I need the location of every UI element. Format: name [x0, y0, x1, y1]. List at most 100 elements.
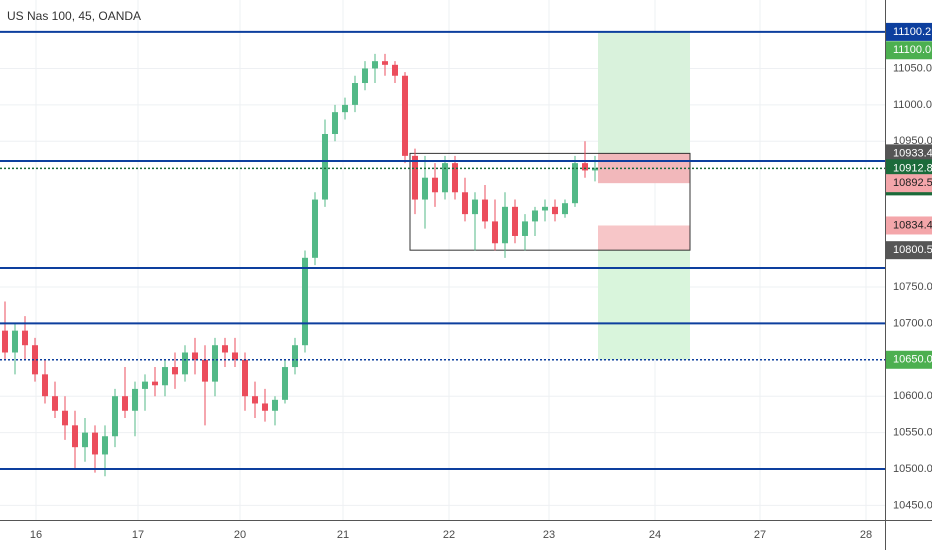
- candle-body: [142, 381, 148, 389]
- candle-body: [372, 61, 378, 69]
- candle-body: [32, 345, 38, 375]
- candle-body: [162, 367, 168, 386]
- price-tag-label: 11100.0: [893, 44, 931, 56]
- candle-body: [322, 134, 328, 200]
- candle-body: [452, 163, 458, 193]
- price-tag: [886, 144, 932, 163]
- candle-body: [592, 168, 598, 171]
- candle-body: [212, 345, 218, 382]
- candle-body: [182, 352, 188, 375]
- x-tick-label: 16: [30, 529, 42, 541]
- candle-body: [282, 367, 288, 400]
- y-tick-label: 10500.0: [893, 463, 932, 475]
- position-zone: [598, 225, 690, 251]
- candle-body: [22, 330, 28, 346]
- candle-body: [112, 396, 118, 437]
- price-tag: [886, 216, 932, 235]
- candle-body: [12, 330, 18, 353]
- candle-body: [362, 68, 368, 84]
- candle-body: [462, 192, 468, 215]
- y-tick-label: 10700.0: [893, 317, 932, 329]
- candle-body: [202, 359, 208, 382]
- candle-body: [552, 206, 558, 215]
- price-tag-label: 10800.5: [893, 244, 932, 256]
- price-tag: [886, 350, 932, 369]
- candle-body: [342, 104, 348, 113]
- x-tick-label: 23: [543, 529, 555, 541]
- candle-body: [262, 403, 268, 411]
- candle-body: [542, 206, 548, 211]
- y-tick-label: 10950.0: [893, 135, 932, 147]
- candle-body: [502, 206, 508, 244]
- candle-body: [42, 374, 48, 397]
- candle-body: [442, 163, 448, 193]
- candle-body: [352, 83, 358, 105]
- candle-body: [52, 396, 58, 411]
- candle-body: [522, 221, 528, 236]
- x-tick-label: 22: [443, 529, 455, 541]
- x-tick-label: 21: [337, 529, 349, 541]
- price-tag: [886, 159, 932, 178]
- candle-body: [332, 112, 338, 135]
- candle-body: [252, 396, 258, 404]
- candle-body: [482, 199, 488, 222]
- candle-body: [2, 330, 8, 353]
- chart-title: US Nas 100, 45, OANDA: [7, 9, 141, 23]
- price-tag-label: 10933.4: [893, 147, 932, 159]
- price-tag-label: 10650.0: [893, 354, 932, 366]
- candle-body: [92, 432, 98, 455]
- candle-body: [562, 203, 568, 215]
- price-tag-label: 10912.8: [893, 162, 932, 174]
- candle-body: [432, 177, 438, 193]
- candle-body: [472, 199, 478, 215]
- candle-body: [272, 399, 278, 411]
- x-tick-label: 28: [860, 529, 872, 541]
- price-tag-label: 11100.2: [893, 26, 931, 38]
- candle-body: [72, 425, 78, 448]
- y-tick-label: 10600.0: [893, 390, 932, 402]
- y-tick-label: 10450.0: [893, 499, 932, 511]
- x-tick-label: 20: [234, 529, 246, 541]
- candle-body: [222, 345, 228, 353]
- candle-body: [132, 388, 138, 411]
- candle-body: [302, 257, 308, 346]
- candle-body: [232, 352, 238, 360]
- y-tick-label: 10750.0: [893, 281, 932, 293]
- price-tag: [886, 241, 932, 260]
- price-tag: [886, 22, 932, 41]
- price-tag-label: 10834.4: [893, 219, 932, 231]
- range-box: [409, 152, 691, 251]
- x-tick-label: 24: [649, 529, 661, 541]
- candle-body: [102, 436, 108, 455]
- candle-body: [412, 155, 418, 200]
- x-tick-label: 27: [754, 529, 766, 541]
- candle-body: [422, 177, 428, 200]
- candle-body: [532, 210, 538, 222]
- candle-body: [292, 345, 298, 368]
- candle-body: [152, 381, 158, 386]
- position-zone: [598, 250, 690, 360]
- candle-body: [62, 410, 68, 426]
- x-tick-label: 17: [132, 529, 144, 541]
- y-tick-label: 11000.0: [893, 99, 932, 111]
- candle-body: [192, 352, 198, 360]
- price-tag: [886, 174, 932, 193]
- candle-body: [582, 163, 588, 171]
- candle-body: [122, 396, 128, 411]
- candle-body: [172, 367, 178, 375]
- candle-body: [492, 221, 498, 244]
- y-tick-label: 11050.0: [893, 62, 932, 74]
- candle-body: [572, 163, 578, 204]
- y-tick-label: 10550.0: [893, 427, 932, 439]
- price-tag-label: 10892.5: [893, 177, 932, 189]
- candle-body: [382, 61, 388, 65]
- candle-body: [242, 359, 248, 397]
- position-zone: [598, 31, 690, 154]
- candle-body: [392, 64, 398, 76]
- candle-body: [82, 432, 88, 448]
- price-tag: [886, 41, 932, 60]
- candle-body: [402, 75, 408, 156]
